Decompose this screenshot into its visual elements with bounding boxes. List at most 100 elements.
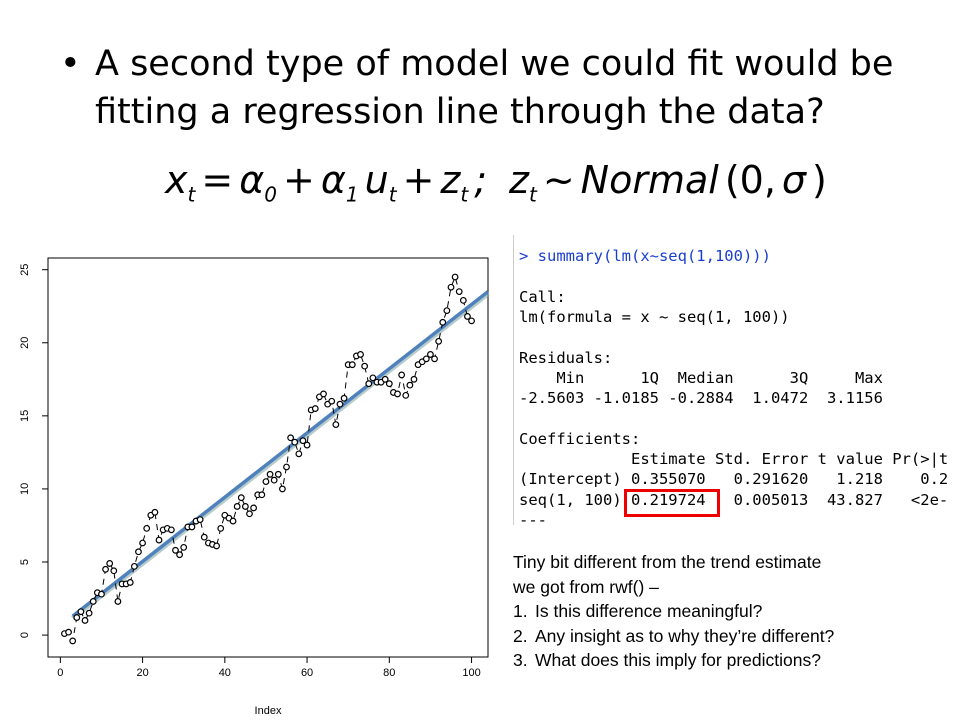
point xyxy=(340,394,348,402)
formula: xt = α0 + α1 ut + zt; zt ~ Normal (0, σ) xyxy=(165,158,827,207)
console-line: -2.5603 -1.0185 -0.2884 1.0472 3.1156 xyxy=(519,389,883,408)
point xyxy=(459,296,467,304)
point xyxy=(110,567,118,575)
point xyxy=(385,380,393,388)
point xyxy=(447,283,455,291)
formula-part: Normal xyxy=(580,158,719,202)
x-tick-label: 100 xyxy=(462,667,480,679)
point xyxy=(167,526,175,534)
point xyxy=(443,307,451,315)
point xyxy=(311,405,319,412)
point xyxy=(65,628,72,636)
point xyxy=(217,524,225,532)
point xyxy=(435,337,443,345)
console-line: lm(formula = x ~ seq(1, 100)) xyxy=(519,307,790,326)
point xyxy=(394,390,401,398)
point xyxy=(328,397,336,405)
point xyxy=(241,503,249,510)
point xyxy=(176,551,183,559)
item-text: What does this imply for predictions? xyxy=(535,650,821,670)
formula-part: u xyxy=(364,158,389,202)
point xyxy=(130,562,138,570)
y-tick-label: 20 xyxy=(19,337,31,349)
point xyxy=(357,351,364,358)
point xyxy=(77,608,85,616)
point xyxy=(398,371,406,379)
point xyxy=(196,516,204,524)
formula-part: σ xyxy=(781,158,807,202)
note-item: 2. Any insight as to why they’re differen… xyxy=(513,624,834,649)
point xyxy=(114,598,122,605)
point xyxy=(85,609,93,617)
console-line: Coefficients: xyxy=(519,429,641,448)
point xyxy=(172,546,179,554)
point xyxy=(270,476,278,484)
x-tick-label: 80 xyxy=(383,667,395,679)
point xyxy=(89,598,97,605)
item-text: Any insight as to why they’re different? xyxy=(535,625,835,646)
point xyxy=(246,510,253,518)
point xyxy=(332,421,340,429)
note-line: we got from rwf() – xyxy=(513,576,659,597)
formula-part: (0, xyxy=(724,158,776,202)
point xyxy=(439,318,447,326)
formula-part: 1 xyxy=(345,182,359,207)
formula-part: α xyxy=(239,158,265,202)
point xyxy=(299,437,307,445)
formula-part: t xyxy=(460,182,469,207)
formula-part: x xyxy=(165,158,188,202)
formula-part: ~ xyxy=(542,158,575,202)
point xyxy=(464,313,471,320)
y-tick-label: 0 xyxy=(19,632,31,638)
formula-part: z xyxy=(509,158,529,202)
point xyxy=(348,361,356,369)
console-line: --- xyxy=(519,510,547,525)
point xyxy=(73,614,81,621)
item-number: 1. xyxy=(513,601,528,621)
highlight-box xyxy=(624,489,720,517)
formula-part: ) xyxy=(812,158,827,202)
point xyxy=(468,317,475,325)
point xyxy=(283,463,290,471)
y-tick-label: 10 xyxy=(19,483,31,495)
y-tick-label: 5 xyxy=(19,559,31,565)
y-tick-label: 25 xyxy=(19,264,31,276)
bullet-text: A second type of model we could fit woul… xyxy=(95,44,894,132)
x-axis-label: Index xyxy=(255,705,282,717)
formula-part: t xyxy=(528,182,537,207)
point xyxy=(361,362,369,370)
console-line: Call: xyxy=(519,287,566,306)
fit-line xyxy=(71,290,490,618)
point xyxy=(237,494,245,502)
point xyxy=(402,391,410,399)
console-line: > summary(lm(x~seq(1,100))) xyxy=(519,247,771,265)
point xyxy=(336,400,344,408)
formula-part: = xyxy=(201,158,234,202)
notes: Tiny bit different from the trend estima… xyxy=(513,550,834,673)
point xyxy=(287,434,295,442)
formula-part: 0 xyxy=(264,182,277,207)
point xyxy=(106,560,114,567)
plot-frame xyxy=(47,257,489,658)
formula-part: + xyxy=(402,158,435,202)
point xyxy=(274,470,282,478)
point xyxy=(69,637,77,645)
point xyxy=(155,536,163,544)
point xyxy=(406,381,414,389)
point xyxy=(258,491,266,499)
point xyxy=(295,450,303,458)
x-tick-label: 40 xyxy=(219,667,231,679)
point xyxy=(213,542,220,550)
bullet-dot: • xyxy=(60,44,81,84)
note-line: Tiny bit different from the trend estima… xyxy=(513,552,822,572)
point xyxy=(102,565,109,573)
point xyxy=(250,504,258,512)
console-line: Min 1Q Median 3Q Max xyxy=(519,368,883,387)
point xyxy=(431,355,438,363)
x-tick-label: 20 xyxy=(136,667,148,679)
formula-part: ; xyxy=(474,158,488,202)
point xyxy=(303,441,311,449)
point xyxy=(455,288,463,296)
point xyxy=(451,273,459,281)
